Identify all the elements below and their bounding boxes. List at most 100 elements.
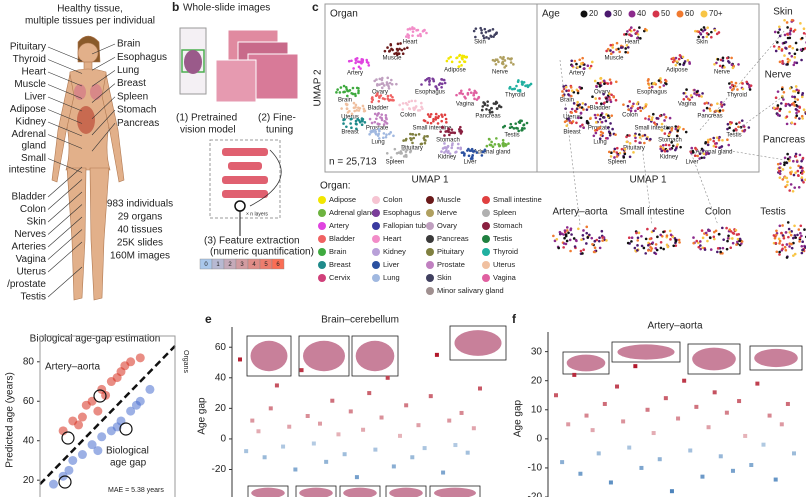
umap-dot [782,236,786,240]
umap-dot [575,107,579,111]
umap-dot [350,59,353,63]
umap-dot [796,169,800,173]
umap-dot [779,162,782,165]
age-legend-dot [580,10,588,18]
axis-label: UMAP 2 [313,69,324,106]
umap-dot [363,109,367,113]
umap-dot [798,236,802,240]
umap-dot [700,156,703,160]
umap-dot [563,229,567,232]
organ-label: Colon [20,204,46,215]
point [385,375,390,380]
umap-dot [800,114,804,118]
umap-dot [405,148,409,152]
umap-dot [633,134,637,138]
cluster-label: Liver [685,160,698,166]
umap-dot [790,121,794,124]
umap-dot [362,107,366,111]
umap-dot [791,46,795,50]
umap-dot [784,185,787,189]
umap-dot [783,54,786,57]
umap-dot [593,113,597,117]
legend-label: Pituitary [437,247,464,256]
umap-dot [742,124,745,128]
umap-dot [581,233,585,237]
point [453,443,458,448]
axis-label: UMAP 1 [411,175,448,186]
umap-dot [726,56,729,60]
leader-line [47,266,83,298]
umap-dot [386,94,390,98]
leader-line [47,191,83,223]
legend-label: Skin [437,273,452,282]
umap-dot [780,102,783,105]
umap-dot [480,31,483,35]
umap-dot [710,103,713,107]
umap-dot [576,104,580,107]
legend-swatch [318,209,326,217]
umap-dot [345,103,349,106]
point [293,467,298,472]
umap-dot [380,76,384,80]
umap-dot [584,103,587,106]
legend-label: Liver [383,260,400,269]
organ-label: Spleen [117,91,148,102]
umap-dot [437,83,441,86]
umap-dot [342,84,346,88]
y-tick-label: 60 [215,342,227,353]
umap-dot [703,28,707,32]
umap-dot [776,41,779,44]
zoom-connector [724,149,786,161]
umap-dot [609,52,613,56]
umap-dot [798,117,801,120]
umap-dot [486,100,489,103]
umap-dot [634,132,637,136]
umap-dot [785,183,789,187]
age-legend-label: 20 [589,9,598,18]
umap-dot [660,129,664,132]
umap-dot [783,33,787,37]
umap-dot [444,149,448,153]
y-tick-label: 0 [220,434,226,445]
umap-dot [655,248,659,252]
umap-dot [503,59,507,62]
point [93,446,103,456]
umap-dot [596,81,600,85]
umap-dot [716,247,720,250]
umap-dot [700,95,703,98]
point [422,446,427,451]
umap-dot [607,150,611,154]
legend-label: Minor salivary gland [437,286,504,295]
cluster-label: Ovary [372,90,388,96]
point [404,403,409,408]
umap-dot [788,110,791,114]
point [676,416,681,421]
organ-label: /prostate [7,279,46,290]
point [342,452,347,457]
leader-line [47,121,83,137]
umap-dot [570,233,573,236]
umap-dot [577,227,580,231]
cluster-label: Breast [341,130,359,136]
cluster-label: Lung [593,140,606,146]
umap-dot [638,133,641,136]
umap-dot [679,145,682,149]
point [311,441,316,446]
umap-dot [423,119,427,123]
umap-dot [380,86,384,90]
umap-dot [443,146,446,149]
thumbnail-tissue [754,348,798,368]
umap-dot [582,126,585,130]
umap-dot [445,59,449,63]
umap-dot [709,138,712,141]
umap-dot [726,138,729,141]
umap-dot [599,81,602,85]
legend-swatch [318,196,326,204]
point [706,425,711,430]
umap-dot [455,93,458,97]
umap-dot [628,134,631,137]
umap-dot [632,102,635,106]
umap-dot [626,46,630,49]
umap-dot [518,90,522,93]
umap-dot [555,237,559,241]
